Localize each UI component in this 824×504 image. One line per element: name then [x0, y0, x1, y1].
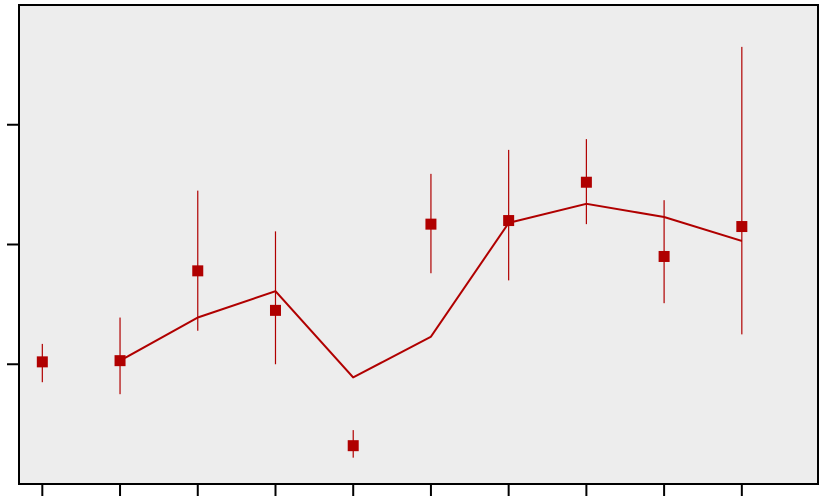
data-point-1 [114, 355, 126, 367]
x-axis-ticks [41, 484, 743, 496]
plot-area [19, 5, 818, 484]
data-point-3 [269, 304, 281, 316]
data-point-8 [658, 250, 670, 262]
data-point-5 [425, 218, 437, 230]
data-point-7 [580, 176, 592, 188]
data-point-9 [736, 221, 748, 233]
line-layer [119, 202, 743, 379]
data-point-4 [347, 440, 359, 452]
data-point-6 [503, 215, 515, 227]
data-point-2 [192, 265, 204, 277]
plot-frame [18, 4, 819, 485]
y-axis-ticks [7, 123, 19, 366]
data-points [36, 176, 748, 452]
trend-line [119, 202, 743, 379]
data-point-0 [36, 356, 48, 368]
